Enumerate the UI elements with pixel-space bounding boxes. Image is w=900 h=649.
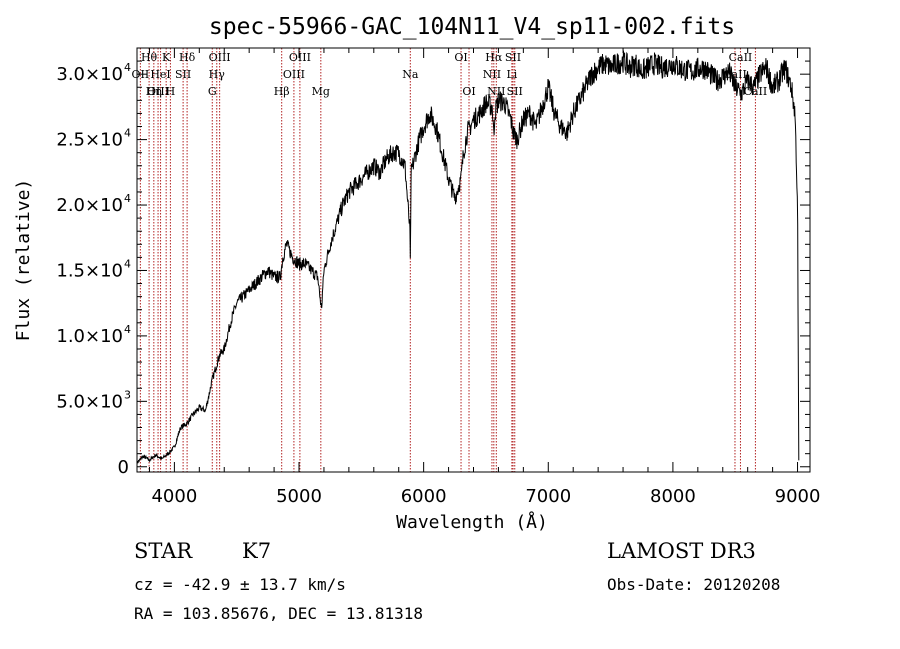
y-tick-label: 2.5×10: [56, 130, 123, 151]
line-label: Mg: [312, 85, 330, 98]
y-tick-exponent: 4: [124, 127, 131, 140]
y-axis-ticks: 05.0×10 31.0×10 41.5×10 42.0×10 42.5×10 43.0×…: [56, 60, 810, 478]
x-tick-label: 9000: [775, 486, 821, 507]
ra-dec: RA = 103.85676, DEC = 13.81318: [134, 604, 423, 623]
y-tick-label: 3.0×10: [56, 64, 123, 85]
survey-name: LAMOST DR3: [607, 539, 756, 563]
observation-date: Obs-Date: 20120208: [607, 575, 781, 594]
line-label: Na: [402, 68, 419, 81]
y-tick-exponent: 4: [124, 257, 131, 270]
y-tick-exponent: 4: [124, 323, 131, 336]
y-axis-label: Flux (relative): [13, 179, 34, 342]
object-subclass: K7: [242, 539, 272, 563]
line-label: OI: [454, 51, 467, 64]
line-label: CaII: [729, 51, 753, 64]
y-tick-label: 5.0×10: [56, 391, 123, 412]
line-label: K: [162, 51, 171, 64]
line-label: Hδ: [179, 51, 196, 64]
chart-title: spec-55966-GAC_104N11_V4_sp11-002.fits: [209, 14, 735, 40]
redshift-velocity: cz = -42.9 ± 13.7 km/s: [134, 575, 346, 594]
line-label: Li: [506, 68, 517, 81]
line-label: Hθ: [141, 51, 158, 64]
spectrum-line: [136, 50, 800, 465]
y-tick-label: 1.0×10: [56, 326, 123, 347]
line-label: HeI: [150, 68, 170, 81]
y-tick-label: 1.5×10: [56, 260, 123, 281]
object-class: STAR: [134, 539, 193, 563]
x-axis-label: Wavelength (Å): [396, 511, 548, 533]
line-label: SII: [505, 51, 521, 64]
emission-line-markers: [139, 48, 756, 472]
x-axis-ticks: 4000 5000 6000 7000 8000 9000: [148, 48, 821, 507]
y-tick-label: 2.0×10: [56, 195, 123, 216]
spectrum-series: [136, 50, 800, 465]
line-label: OIII: [283, 68, 305, 81]
line-label: H: [166, 85, 176, 98]
x-tick-label: 4000: [151, 486, 197, 507]
line-label: NII: [483, 68, 501, 81]
y-tick-exponent: 3: [124, 388, 131, 401]
line-label: SII: [175, 68, 191, 81]
line-label: OIII: [209, 51, 231, 64]
line-label: Hβ: [274, 85, 290, 98]
x-tick-label: 8000: [650, 486, 696, 507]
line-label: OIII: [289, 51, 311, 64]
line-label: OI: [462, 85, 475, 98]
y-tick-label: 0: [118, 457, 129, 478]
line-label: Hα: [485, 51, 503, 64]
line-label: OIII: [147, 85, 169, 98]
line-label: G: [208, 85, 217, 98]
y-tick-exponent: 4: [124, 192, 131, 205]
x-tick-label: 5000: [276, 486, 322, 507]
line-label: Hη: [146, 85, 162, 98]
line-label: Hγ: [209, 68, 226, 81]
x-tick-label: 6000: [401, 486, 447, 507]
x-tick-label: 7000: [525, 486, 571, 507]
line-label: SII: [507, 85, 523, 98]
plot-frame: [136, 47, 811, 473]
y-tick-exponent: 4: [124, 61, 131, 74]
